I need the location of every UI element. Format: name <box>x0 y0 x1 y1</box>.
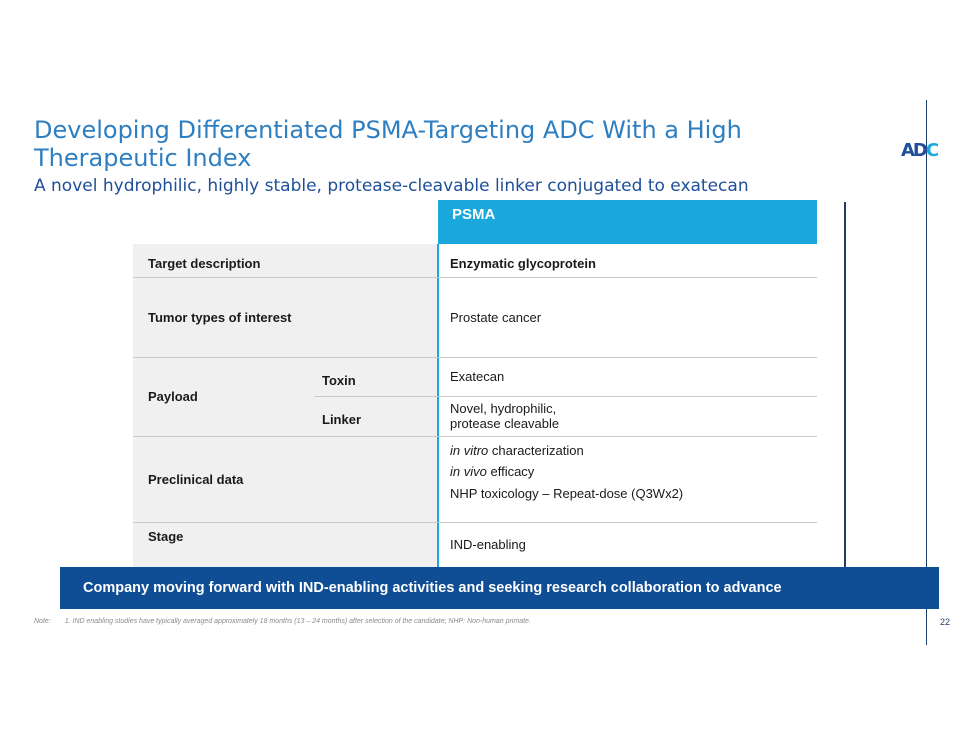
row-separator <box>133 436 817 437</box>
preclinical-data-label: Preclinical data <box>148 472 244 487</box>
psma-column-header: PSMA <box>438 200 817 244</box>
row-separator <box>133 357 817 358</box>
preclinical-item-in-vitro: in vitro characterization <box>450 443 584 459</box>
tumor-types-label: Tumor types of interest <box>148 310 292 325</box>
target-description-label: Target description <box>148 256 261 271</box>
in-vivo-rest: efficacy <box>486 464 535 479</box>
stage-label: Stage <box>148 529 184 544</box>
row-separator <box>314 396 817 397</box>
tumor-types-value: Prostate cancer <box>450 310 542 325</box>
slide-subtitle: A novel hydrophilic, highly stable, prot… <box>34 176 749 196</box>
linker-label: Linker <box>322 412 362 427</box>
payload-label: Payload <box>148 389 198 404</box>
preclinical-item-nhp: NHP toxicology – Repeat-dose (Q3Wx2) <box>450 486 684 501</box>
logo-text: ADC <box>901 140 939 161</box>
slide-title: Developing Differentiated PSMA-Targeting… <box>34 116 742 172</box>
footnote-text: 1. IND enabling studies have typically a… <box>64 618 531 625</box>
company-logo: ADC <box>901 142 945 168</box>
footnote-label: Note: <box>34 618 51 625</box>
call-to-action-banner: Company moving forward with IND-enabling… <box>60 567 939 609</box>
row-separator <box>133 522 817 523</box>
column-divider <box>437 244 439 567</box>
stage-value: IND-enabling <box>450 537 526 552</box>
linker-value-line1: Novel, hydrophilic, <box>450 401 557 416</box>
in-vivo-italic: in vivo <box>450 464 487 479</box>
in-vitro-rest: characterization <box>488 443 584 458</box>
row-label-panel <box>133 244 437 567</box>
row-separator <box>133 277 817 278</box>
in-vitro-italic: in vitro <box>450 443 489 458</box>
linker-value-line2: protease cleavable <box>450 416 560 431</box>
target-description-value: Enzymatic glycoprotein <box>450 256 596 271</box>
toxin-label: Toxin <box>322 373 356 388</box>
preclinical-item-in-vivo: in vivo efficacy <box>450 464 534 480</box>
footnote: Note: 1. IND enabling studies have typica… <box>34 618 531 625</box>
table-right-border <box>844 202 846 567</box>
right-divider-line <box>926 100 927 645</box>
toxin-value: Exatecan <box>450 369 505 384</box>
page-number: 22 <box>940 617 951 627</box>
